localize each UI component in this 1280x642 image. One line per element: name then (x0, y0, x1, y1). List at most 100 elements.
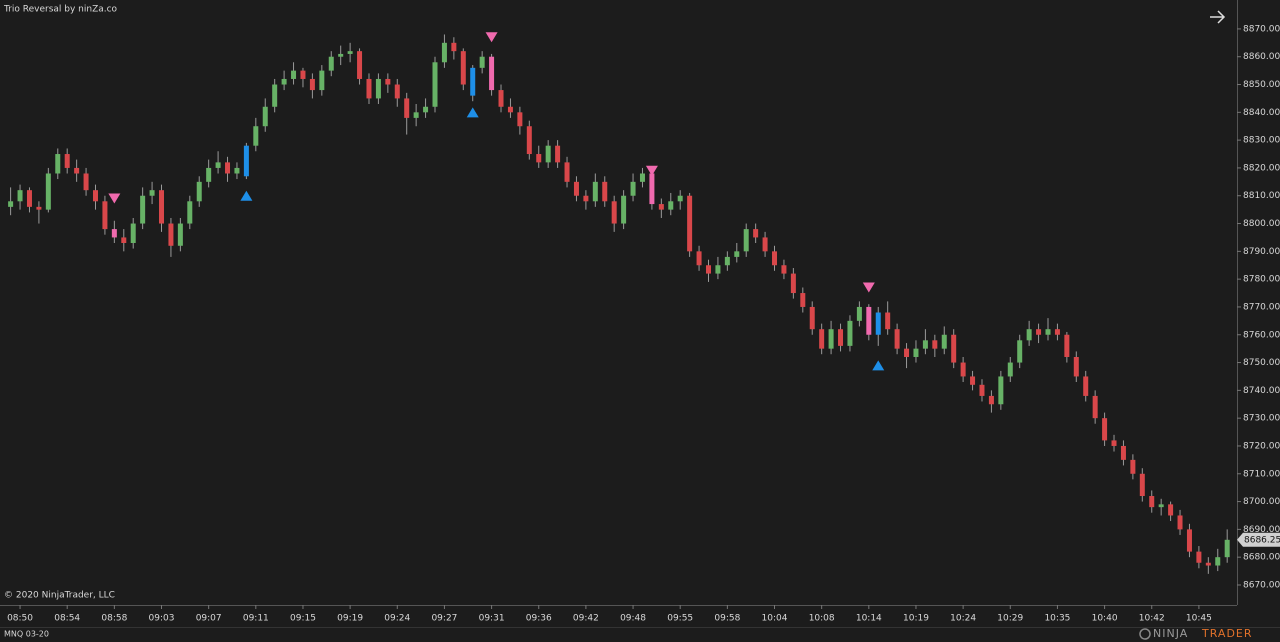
y-tick-label: 8780.00 (1243, 275, 1280, 285)
candle-body (970, 376, 976, 385)
candle-body (724, 256, 730, 266)
y-tick-label: 8750.00 (1243, 358, 1280, 368)
x-tick-label: 09:55 (667, 614, 693, 624)
candle-body (866, 306, 872, 335)
candle-body (602, 181, 608, 202)
candle-body (1111, 440, 1117, 446)
x-tick-label: 09:07 (196, 614, 222, 624)
candle-body (319, 70, 325, 91)
signal-marker (862, 282, 875, 293)
candle-body (177, 223, 183, 246)
candle-body (960, 362, 966, 377)
candle-body (677, 195, 683, 202)
x-tick-label: 10:24 (950, 614, 976, 624)
candle-body (838, 329, 844, 346)
candle-body (856, 306, 862, 321)
x-tick-label: 09:03 (149, 614, 175, 624)
y-tick-label: 8690.00 (1243, 525, 1280, 535)
candle-body (932, 340, 938, 349)
candle-body (762, 237, 768, 252)
candle-body (432, 62, 438, 107)
candle-body (215, 162, 221, 168)
candle-body (913, 348, 919, 357)
y-tick-label: 8800.00 (1243, 219, 1280, 229)
y-tick-label: 8840.00 (1243, 108, 1280, 118)
candle-body (705, 265, 711, 274)
candle-body (74, 167, 80, 174)
candle-body (149, 190, 155, 196)
logo-right: TRADER (1201, 627, 1253, 640)
candle-body (658, 204, 664, 210)
candle-body (272, 84, 278, 107)
y-tick-label: 8670.00 (1243, 580, 1280, 590)
candle-body (1177, 515, 1183, 530)
candle-body (26, 190, 32, 207)
y-tick-label: 8680.00 (1243, 553, 1280, 563)
candle-body (621, 195, 627, 224)
candle-body (83, 173, 89, 191)
y-tick-label: 8720.00 (1243, 441, 1280, 451)
candle-body (687, 195, 693, 252)
candle-body (196, 181, 202, 202)
candle-body (847, 320, 853, 346)
candle-body (460, 51, 466, 85)
candle-body (611, 201, 617, 224)
candle-body (1073, 356, 1079, 377)
candle-body (36, 206, 42, 210)
signal-marker (872, 360, 885, 371)
candle-body (489, 56, 495, 91)
candle-body (555, 145, 561, 163)
candle-body (800, 293, 806, 307)
candle-body (1054, 329, 1060, 335)
candle-body (121, 237, 127, 244)
y-tick-label: 8710.00 (1243, 469, 1280, 479)
candle-body (394, 84, 400, 99)
x-tick-label: 10:04 (762, 614, 788, 624)
candle-body (357, 51, 363, 79)
candle-body (1092, 395, 1098, 419)
candle-body (168, 223, 174, 246)
x-tick-label: 09:48 (620, 614, 646, 624)
candle-body (17, 190, 23, 202)
candle-body (894, 329, 900, 349)
candle-body (206, 167, 212, 182)
candle-body (1168, 504, 1174, 516)
y-tick-label: 8770.00 (1243, 302, 1280, 312)
candle-body (734, 251, 740, 257)
candle-body (819, 329, 825, 349)
candle-body (140, 195, 146, 224)
signal-marker (485, 32, 498, 43)
signal-marker (108, 193, 121, 204)
y-tick-label: 8790.00 (1243, 247, 1280, 257)
candle-body (875, 312, 881, 335)
x-tick-label: 10:29 (997, 614, 1023, 624)
candle-body (404, 98, 410, 118)
x-tick-label: 09:58 (714, 614, 740, 624)
candle-body (1102, 418, 1108, 441)
candle-body (790, 273, 796, 294)
candle-body (375, 78, 381, 99)
candle-body (479, 56, 485, 68)
last-price-label: 8686.25 (1244, 535, 1280, 545)
candle-body (809, 306, 815, 330)
candle-body (517, 112, 523, 127)
y-tick-label: 8760.00 (1243, 330, 1280, 340)
y-tick-label: 8740.00 (1243, 386, 1280, 396)
x-tick-label: 09:11 (243, 614, 269, 624)
candle-body (45, 173, 51, 210)
candle-body (526, 126, 532, 155)
y-tick-label: 8820.00 (1243, 163, 1280, 173)
candle-body (828, 329, 834, 349)
candle-body (441, 42, 447, 63)
candle-body (1083, 376, 1089, 396)
x-tick-label: 09:15 (290, 614, 316, 624)
candle-body (1130, 459, 1136, 474)
x-tick-label: 10:08 (809, 614, 835, 624)
arrow-icon[interactable] (1210, 10, 1226, 24)
candle-body (309, 78, 315, 91)
candle-body (1139, 473, 1145, 497)
expand-icon[interactable] (1210, 10, 1226, 24)
x-tick-label: 09:27 (431, 614, 457, 624)
candle-body (885, 312, 891, 330)
